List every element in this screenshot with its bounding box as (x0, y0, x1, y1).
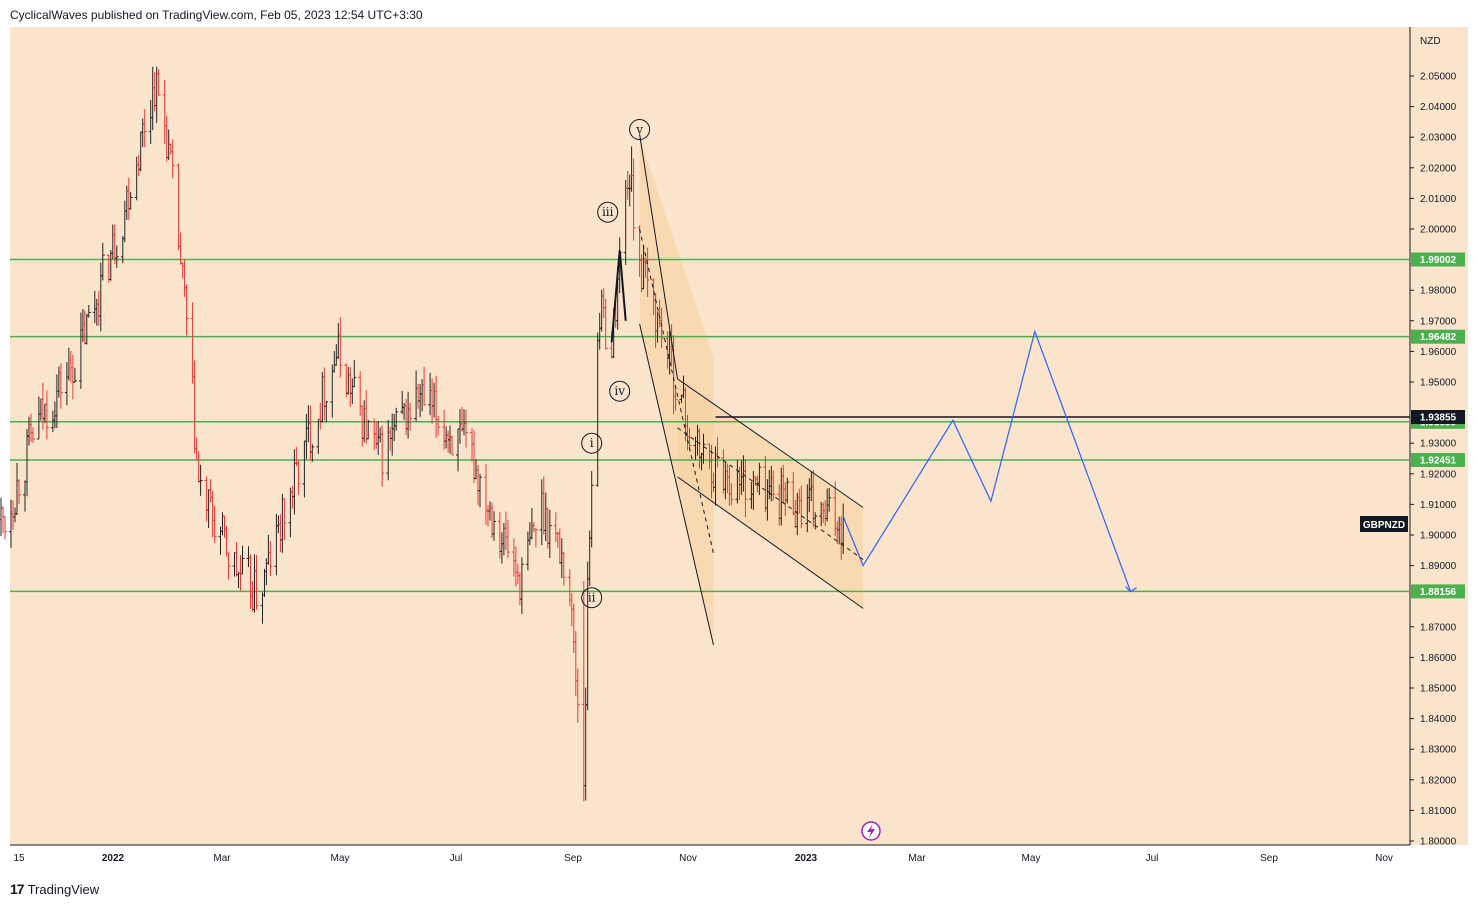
wave-sketch-a[interactable] (610, 250, 621, 343)
price-tags: 1.990021.964821.936991.924511.881561.938… (1411, 252, 1465, 599)
price-tick-label: 1.86000 (1420, 653, 1457, 664)
level-price-tag: 1.88156 (1411, 584, 1465, 599)
price-tick-label: 1.84000 (1420, 714, 1457, 725)
wave-label-iii[interactable]: iii (597, 201, 619, 223)
svg-text:1.93855: 1.93855 (1420, 413, 1457, 424)
time-tick-label: Jul (1146, 853, 1159, 864)
time-tick-label: Jul (450, 853, 463, 864)
price-tick-label: 1.87000 (1420, 622, 1457, 633)
time-tick-label: May (1022, 853, 1041, 864)
price-tick-label: 1.82000 (1420, 775, 1457, 786)
price-tick-label: 1.96000 (1420, 347, 1457, 358)
time-tick-label: Sep (564, 853, 582, 864)
price-tick-label: 1.97000 (1420, 316, 1457, 327)
svg-text:ii: ii (588, 591, 596, 605)
svg-text:1.92451: 1.92451 (1420, 456, 1457, 467)
svg-text:iv: iv (614, 384, 625, 398)
price-tick-label: 2.03000 (1420, 133, 1457, 144)
resistance-price-tag: 1.93855 (1411, 410, 1465, 424)
price-tick-label: 1.81000 (1420, 806, 1457, 817)
price-tick-label: 1.92000 (1420, 469, 1457, 480)
price-tick-label: 1.85000 (1420, 684, 1457, 695)
price-tick-label: 1.89000 (1420, 561, 1457, 572)
level-price-tag: 1.92451 (1411, 453, 1465, 467)
projection-arrow-head (1125, 586, 1137, 593)
footer: 17 TradingView (10, 880, 99, 898)
price-scale-background (1410, 27, 1468, 845)
wave-sketch-b[interactable] (618, 250, 627, 321)
svg-text:GBPNZD: GBPNZD (1363, 520, 1405, 531)
time-tick-label: 2022 (102, 853, 125, 864)
svg-text:v: v (635, 123, 643, 137)
price-tick-label: 1.93000 (1420, 439, 1457, 450)
price-tick-label: 2.05000 (1420, 72, 1457, 83)
symbol-tag: GBPNZD (1360, 516, 1408, 532)
time-tick-label: Mar (213, 853, 231, 864)
projection-path[interactable] (842, 329, 1132, 592)
price-tick-label: 1.83000 (1420, 745, 1457, 756)
footer-brand[interactable]: TradingView (27, 881, 100, 897)
svg-text:1.96482: 1.96482 (1420, 332, 1457, 343)
price-tick-label: 2.01000 (1420, 194, 1457, 205)
price-tick-label: 2.04000 (1420, 102, 1457, 113)
level-price-tag: 1.99002 (1411, 252, 1465, 267)
price-tick-label: 2.02000 (1420, 163, 1457, 174)
level-price-tag: 1.96482 (1411, 329, 1465, 344)
wave-label-ii[interactable]: ii (581, 587, 603, 609)
svg-text:1.99002: 1.99002 (1420, 255, 1457, 266)
falling-wedge-fill (639, 137, 714, 646)
time-tick-label: 15 (13, 853, 25, 864)
tradingview-logo-icon[interactable]: 17 (10, 881, 25, 897)
price-tick-label: 1.80000 (1420, 837, 1457, 848)
publisher-line: CyclicalWaves published on TradingView.c… (10, 8, 423, 22)
level-layer (10, 258, 1410, 593)
svg-text:1.88156: 1.88156 (1420, 587, 1457, 598)
wave-label-iv[interactable]: iv (609, 380, 631, 402)
time-tick-label: Nov (679, 853, 697, 864)
channel-upper-line[interactable] (677, 378, 864, 508)
candle-layer (0, 66, 846, 802)
time-tick-label: Mar (908, 853, 926, 864)
price-tick-label: 1.91000 (1420, 500, 1457, 511)
wave-label-v[interactable]: v (629, 119, 651, 140)
time-tick-label: Nov (1375, 853, 1393, 864)
price-tick-label: 1.98000 (1420, 286, 1457, 297)
time-tick-label: May (331, 853, 350, 864)
price-tick-label: 1.95000 (1420, 378, 1457, 389)
channel-lower-line[interactable] (677, 476, 864, 609)
price-tick-label: 2.00000 (1420, 225, 1457, 236)
price-tick-label: 1.90000 (1420, 531, 1457, 542)
svg-text:i: i (590, 436, 594, 450)
svg-text:iii: iii (602, 205, 614, 219)
wedge-upper-line[interactable] (639, 134, 678, 379)
time-tick-label: 2023 (795, 853, 818, 864)
wave-label-i[interactable]: i (581, 432, 603, 454)
lightning-icon[interactable] (861, 821, 881, 841)
wedge-lower-line[interactable] (639, 323, 714, 646)
channel-mid-line[interactable] (677, 427, 864, 560)
currency-label: NZD (1420, 36, 1441, 47)
time-axis-ticks: 15 2022 Mar May Jul Sep Nov 2023 Mar May Jul Sep Nov (13, 853, 1392, 864)
time-tick-label: Sep (1260, 853, 1278, 864)
price-scale-ticks: 2.05000 2.04000 2.03000 2.02000 2.01000 2.000… (1410, 72, 1457, 848)
